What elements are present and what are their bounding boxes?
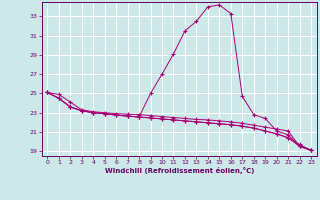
X-axis label: Windchill (Refroidissement éolien,°C): Windchill (Refroidissement éolien,°C) (105, 167, 254, 174)
